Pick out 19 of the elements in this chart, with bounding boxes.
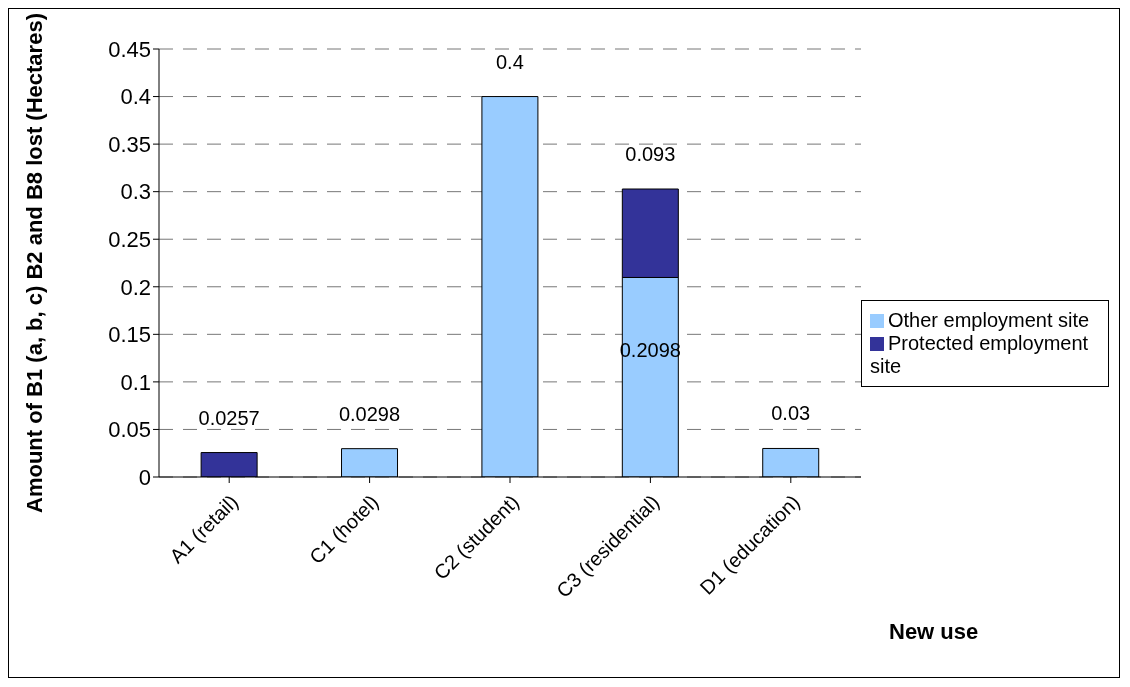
data-label: 0.093 — [625, 143, 676, 165]
data-label: 0.0257 — [198, 406, 260, 429]
y-tick-label: 0.3 — [120, 179, 151, 205]
y-tick-label: 0.15 — [108, 322, 151, 348]
y-tick-label: 0.1 — [120, 369, 151, 395]
y-tick-label: 0.4 — [120, 84, 151, 110]
y-tick-label: 0.35 — [108, 131, 151, 157]
y-tick-label: 0 — [138, 464, 151, 490]
y-tick-label: 0.45 — [108, 36, 151, 62]
x-axis-title: New use — [889, 619, 979, 645]
y-tick-label: 0.25 — [108, 227, 151, 253]
legend-label: Other employment site — [888, 308, 1090, 331]
data-label: 0.4 — [496, 50, 524, 73]
y-tick-label: 0.2 — [120, 274, 151, 300]
data-label: 0.0298 — [338, 402, 401, 425]
legend-label: Protected employment site — [870, 331, 1089, 377]
data-label: 0.03 — [771, 402, 811, 425]
y-axis-title: Amount of B1 (a, b, c) B2 and B8 lost (Hectares) — [21, 13, 47, 513]
y-tick-label: 0.05 — [108, 417, 151, 443]
